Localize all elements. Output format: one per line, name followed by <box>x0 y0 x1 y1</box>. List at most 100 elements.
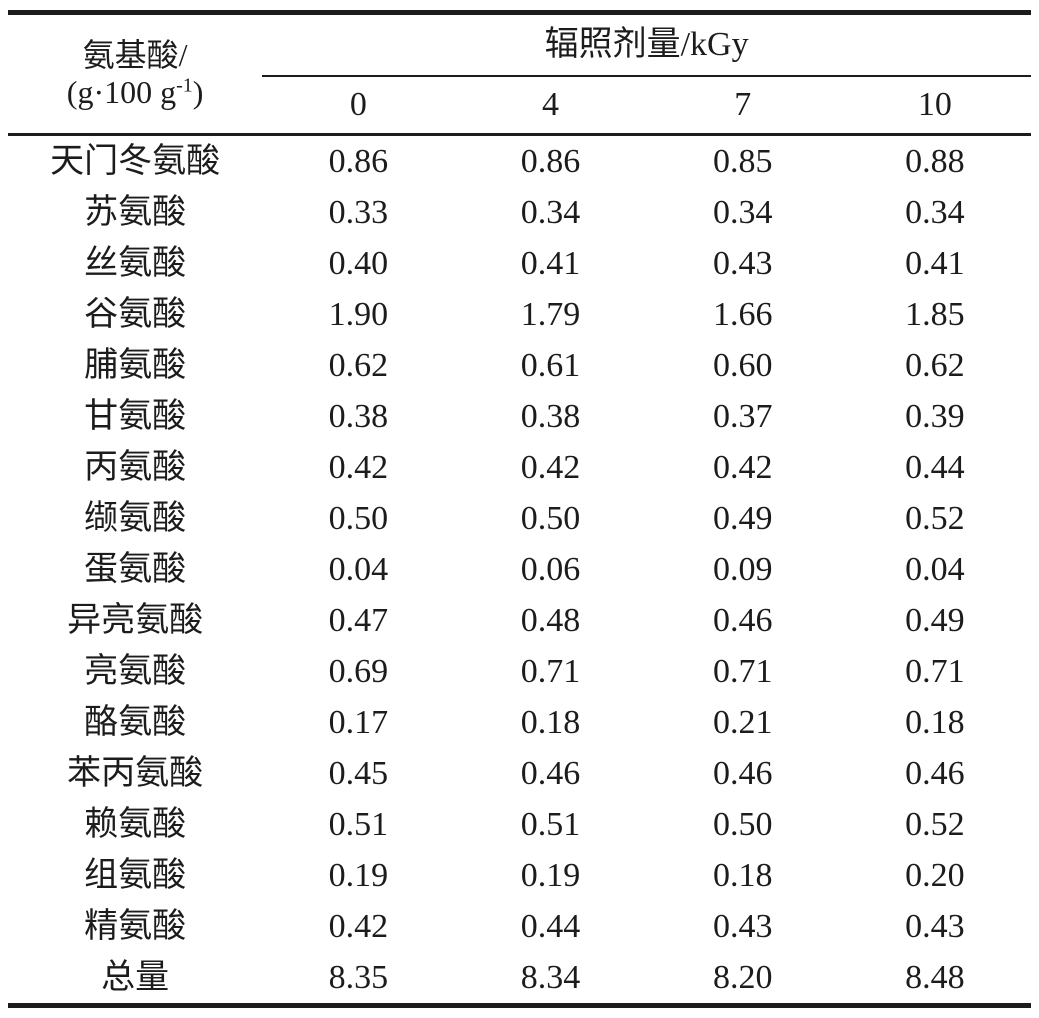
table-row: 精氨酸 0.42 0.44 0.43 0.43 <box>8 901 1031 952</box>
value-cell: 8.35 <box>328 958 389 996</box>
amino-acid-table: 氨基酸/ (g·100 g-1) 辐照剂量/kGy 0 4 7 10 天门冬氨酸 0.8… <box>8 10 1031 1008</box>
value-cell: 0.60 <box>712 346 773 384</box>
table-row: 苯丙氨酸 0.45 0.46 0.46 0.46 <box>8 748 1031 799</box>
amino-acid-name: 亮氨酸 <box>84 652 187 690</box>
value-cell: 1.79 <box>520 295 581 333</box>
value-cell: 1.85 <box>905 295 965 333</box>
value-cell: 0.71 <box>520 652 581 690</box>
dose-header-cell: 7 <box>646 76 839 136</box>
value-cell: 0.50 <box>520 499 581 537</box>
value-cell: 0.09 <box>712 550 773 588</box>
value-cell: 0.46 <box>520 754 581 792</box>
amino-acid-name: 总量 <box>101 958 170 996</box>
value-cell: 0.46 <box>905 754 965 792</box>
amino-acid-name: 赖氨酸 <box>84 805 187 843</box>
value-cell: 0.71 <box>712 652 773 690</box>
value-cell: 0.04 <box>905 550 965 588</box>
table-row: 酪氨酸 0.17 0.18 0.21 0.18 <box>8 697 1031 748</box>
value-cell: 0.52 <box>905 499 965 537</box>
table-row: 蛋氨酸 0.04 0.06 0.09 0.04 <box>8 544 1031 595</box>
value-cell: 0.42 <box>328 448 389 486</box>
value-cell: 0.38 <box>520 397 581 435</box>
value-cell: 0.18 <box>905 703 965 741</box>
table-row: 脯氨酸 0.62 0.61 0.60 0.62 <box>8 340 1031 391</box>
span-header-cell: 辐照剂量/kGy <box>262 12 1031 77</box>
table-row: 异亮氨酸 0.47 0.48 0.46 0.49 <box>8 595 1031 646</box>
value-cell: 0.46 <box>712 601 773 639</box>
value-cell: 0.21 <box>712 703 773 741</box>
value-cell: 1.90 <box>328 295 389 333</box>
value-cell: 0.43 <box>905 907 965 945</box>
value-cell: 0.43 <box>712 244 773 282</box>
value-cell: 0.49 <box>905 601 965 639</box>
value-cell: 0.42 <box>328 907 389 945</box>
value-cell: 0.34 <box>712 193 773 231</box>
value-cell: 0.37 <box>712 397 773 435</box>
value-cell: 0.18 <box>712 856 773 894</box>
value-cell: 8.48 <box>905 958 965 996</box>
amino-acid-name: 甘氨酸 <box>84 397 187 435</box>
amino-acid-name: 组氨酸 <box>84 856 187 894</box>
value-cell: 0.42 <box>712 448 773 486</box>
stub-header-cell: 氨基酸/ (g·100 g-1) <box>8 12 263 136</box>
stub-header-line1: 氨基酸/ <box>82 37 188 74</box>
value-cell: 0.51 <box>520 805 581 843</box>
value-cell: 0.44 <box>905 448 965 486</box>
table-row: 甘氨酸 0.38 0.38 0.37 0.39 <box>8 391 1031 442</box>
dose-header-cell: 4 <box>454 76 647 136</box>
table-row: 丝氨酸 0.40 0.41 0.43 0.41 <box>8 238 1031 289</box>
dose-header-cell: 0 <box>262 76 455 136</box>
value-cell: 0.19 <box>520 856 581 894</box>
value-cell: 0.46 <box>712 754 773 792</box>
value-cell: 0.62 <box>328 346 389 384</box>
value-cell: 0.62 <box>905 346 965 384</box>
value-cell: 1.66 <box>712 295 773 333</box>
value-cell: 0.38 <box>328 397 389 435</box>
unit-close: ) <box>192 74 204 110</box>
value-cell: 0.51 <box>328 805 389 843</box>
unit-open: (g·100 g <box>66 74 177 110</box>
value-cell: 0.44 <box>520 907 581 945</box>
amino-acid-name: 苏氨酸 <box>84 193 187 231</box>
amino-acid-name: 丙氨酸 <box>84 448 187 486</box>
amino-acid-name: 丝氨酸 <box>84 244 187 282</box>
amino-acid-name: 精氨酸 <box>84 907 187 945</box>
value-cell: 0.71 <box>905 652 965 690</box>
value-cell: 0.61 <box>520 346 581 384</box>
table-row: 缬氨酸 0.50 0.50 0.49 0.52 <box>8 493 1031 544</box>
dose-header-cell: 10 <box>838 76 1031 136</box>
header-row-top: 氨基酸/ (g·100 g-1) 辐照剂量/kGy <box>8 12 1031 136</box>
value-cell: 0.45 <box>328 754 389 792</box>
value-cell: 0.40 <box>328 244 389 282</box>
amino-acid-name: 脯氨酸 <box>84 346 187 384</box>
table-header: 氨基酸/ (g·100 g-1) 辐照剂量/kGy 0 4 7 10 <box>8 12 1031 136</box>
value-cell: 0.41 <box>520 244 581 282</box>
unit-superscript: -1 <box>176 74 193 97</box>
table-row: 苏氨酸 0.33 0.34 0.34 0.34 <box>8 187 1031 238</box>
value-cell: 0.18 <box>520 703 581 741</box>
amino-acid-name: 酪氨酸 <box>84 703 187 741</box>
value-cell: 0.50 <box>328 499 389 537</box>
stub-header-unit: (g·100 g-1) <box>8 74 262 111</box>
value-cell: 0.88 <box>905 142 965 180</box>
value-cell: 0.20 <box>905 856 965 894</box>
value-cell: 0.34 <box>905 193 965 231</box>
table-row: 丙氨酸 0.42 0.42 0.42 0.44 <box>8 442 1031 493</box>
value-cell: 0.49 <box>712 499 773 537</box>
table-body: 天门冬氨酸 0.86 0.86 0.85 0.88 苏氨酸 0.33 0.34 0.34 0.34… <box>8 135 1031 1006</box>
header-row-doses: 0 4 7 10 <box>8 76 1031 136</box>
table-row: 谷氨酸 1.90 1.79 1.66 1.85 <box>8 289 1031 340</box>
value-cell: 0.86 <box>520 142 581 180</box>
value-cell: 0.43 <box>712 907 773 945</box>
value-cell: 0.48 <box>520 601 581 639</box>
value-cell: 0.47 <box>328 601 389 639</box>
table-row: 亮氨酸 0.69 0.71 0.71 0.71 <box>8 646 1031 697</box>
value-cell: 0.50 <box>712 805 773 843</box>
amino-acid-name: 天门冬氨酸 <box>50 142 221 180</box>
amino-acid-name: 异亮氨酸 <box>67 601 204 639</box>
amino-acid-name: 谷氨酸 <box>84 295 187 333</box>
value-cell: 0.42 <box>520 448 581 486</box>
value-cell: 0.17 <box>328 703 389 741</box>
value-cell: 0.19 <box>328 856 389 894</box>
